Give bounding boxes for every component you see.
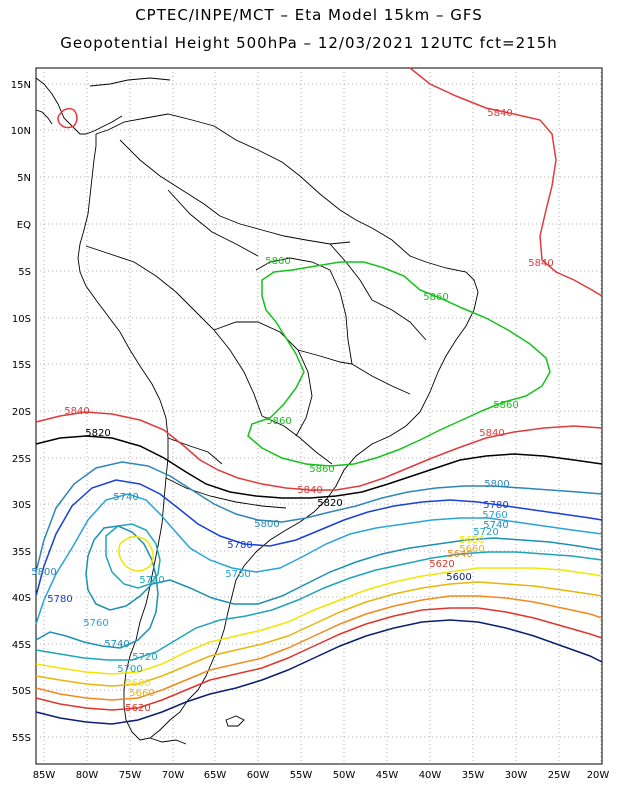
contour-value-label: 5740 — [113, 492, 138, 503]
latitude-label: 25S — [12, 454, 31, 465]
contour-5760 — [35, 493, 603, 625]
contour-value-label: 5700 — [117, 664, 142, 675]
contour-5640 — [35, 595, 603, 701]
latitude-label: 50S — [12, 686, 31, 697]
contour-value-label: 5660 — [459, 544, 484, 555]
longitude-label: 45W — [376, 770, 399, 781]
map-subtitle: Geopotential Height 500hPa – 12/03/2021 … — [60, 34, 558, 52]
latitude-label: 35S — [12, 547, 31, 558]
contour-value-label: 5800 — [484, 479, 509, 490]
latitude-label: 55S — [12, 733, 31, 744]
longitude-label: 35W — [462, 770, 485, 781]
longitude-label: 40W — [419, 770, 442, 781]
contour-labels: 5840 5840 5860 5860 5860 5860 5860 5840 5840 5820… — [31, 108, 553, 714]
longitude-label: 50W — [333, 770, 356, 781]
latitude-label: 45S — [12, 640, 31, 651]
contour-value-label: 5680 — [125, 678, 150, 689]
contour-value-label: 5840 — [479, 428, 504, 439]
contour-5680 — [35, 567, 603, 675]
contour-5600 — [35, 619, 603, 725]
contour-5860-loop — [247, 261, 551, 467]
contour-value-label: 5780 — [227, 540, 252, 551]
longitude-label: 30W — [505, 770, 528, 781]
contour-5720-inner — [105, 523, 161, 589]
latitude-labels: 15N 10N 5N EQ 5S 10S 15S 20S 25S 30S 35S 40S 45S 50S 5… — [11, 80, 31, 744]
contour-value-label: 5760 — [482, 510, 507, 521]
height-contours — [35, 67, 603, 725]
contour-value-label: 5620 — [125, 703, 150, 714]
contour-value-label: 5720 — [132, 652, 157, 663]
contour-5720 — [35, 551, 603, 661]
longitude-label: 85W — [33, 770, 56, 781]
contour-value-label: 5780 — [483, 500, 508, 511]
contour-value-label: 5860 — [265, 256, 290, 267]
contour-value-label: 5860 — [266, 416, 291, 427]
contour-value-label: 5640 — [447, 549, 472, 560]
contour-5820 — [35, 435, 603, 499]
contour-value-label: 5840 — [64, 406, 89, 417]
contour-value-label: 5740 — [483, 520, 508, 531]
longitude-label: 60W — [247, 770, 270, 781]
contour-value-label: 5840 — [528, 258, 553, 269]
contour-value-label: 5620 — [429, 559, 454, 570]
longitude-label: 55W — [290, 770, 313, 781]
longitude-label: 65W — [204, 770, 227, 781]
contour-value-label: 5840 — [297, 485, 322, 496]
longitude-label: 75W — [119, 770, 142, 781]
latitude-label: 40S — [12, 593, 31, 604]
contour-value-label: 5820 — [317, 498, 342, 509]
contour-5840-caribbean — [57, 107, 78, 129]
longitude-label: 70W — [162, 770, 185, 781]
contour-5800 — [35, 461, 603, 573]
map-frame — [35, 67, 603, 765]
contour-value-label: 5600 — [446, 572, 471, 583]
map-title: CPTEC/INPE/MCT – Eta Model 15km – GFS — [135, 6, 483, 24]
longitude-label: 20W — [587, 770, 610, 781]
longitude-label: 80W — [76, 770, 99, 781]
contour-value-label: 5820 — [85, 428, 110, 439]
contour-5740 — [35, 525, 603, 649]
contour-value-label: 5740 — [104, 639, 129, 650]
latitude-label: 20S — [12, 407, 31, 418]
contour-value-label: 5800 — [254, 519, 279, 530]
contour-value-label: 5660 — [129, 688, 154, 699]
longitude-labels: 85W 80W 75W 70W 65W 60W 55W 50W 45W 40W 35W 30W 25W 2… — [33, 770, 610, 781]
contour-value-label: 5780 — [47, 594, 72, 605]
contour-value-label: 5800 — [31, 567, 56, 578]
latitude-label: 15S — [12, 360, 31, 371]
contour-5840-north — [409, 67, 603, 297]
contour-5700-inner — [118, 536, 154, 572]
latitude-label: 5S — [18, 267, 31, 278]
contour-5620 — [35, 607, 603, 711]
contour-value-label: 5760 — [83, 618, 108, 629]
contour-value-label: 5860 — [493, 400, 518, 411]
latitude-label: 10S — [12, 314, 31, 325]
contour-value-label: 5860 — [309, 464, 334, 475]
contour-5660 — [35, 581, 603, 687]
latitude-label: 15N — [11, 80, 31, 91]
contour-5780 — [35, 479, 603, 597]
contour-value-label: 5840 — [487, 108, 512, 119]
latitude-label: EQ — [17, 220, 31, 231]
contour-value-label: 5720 — [473, 527, 498, 538]
graticule — [36, 68, 602, 764]
contour-value-label: 5720 — [139, 575, 164, 586]
latitude-label: 30S — [12, 500, 31, 511]
contour-5840-mid — [35, 411, 603, 491]
contour-value-label: 5760 — [225, 569, 250, 580]
latitude-label: 10N — [11, 126, 31, 137]
contour-value-label: 5680 — [459, 535, 484, 546]
longitude-label: 25W — [548, 770, 571, 781]
contour-value-label: 5860 — [423, 292, 448, 303]
latitude-label: 5N — [17, 173, 31, 184]
